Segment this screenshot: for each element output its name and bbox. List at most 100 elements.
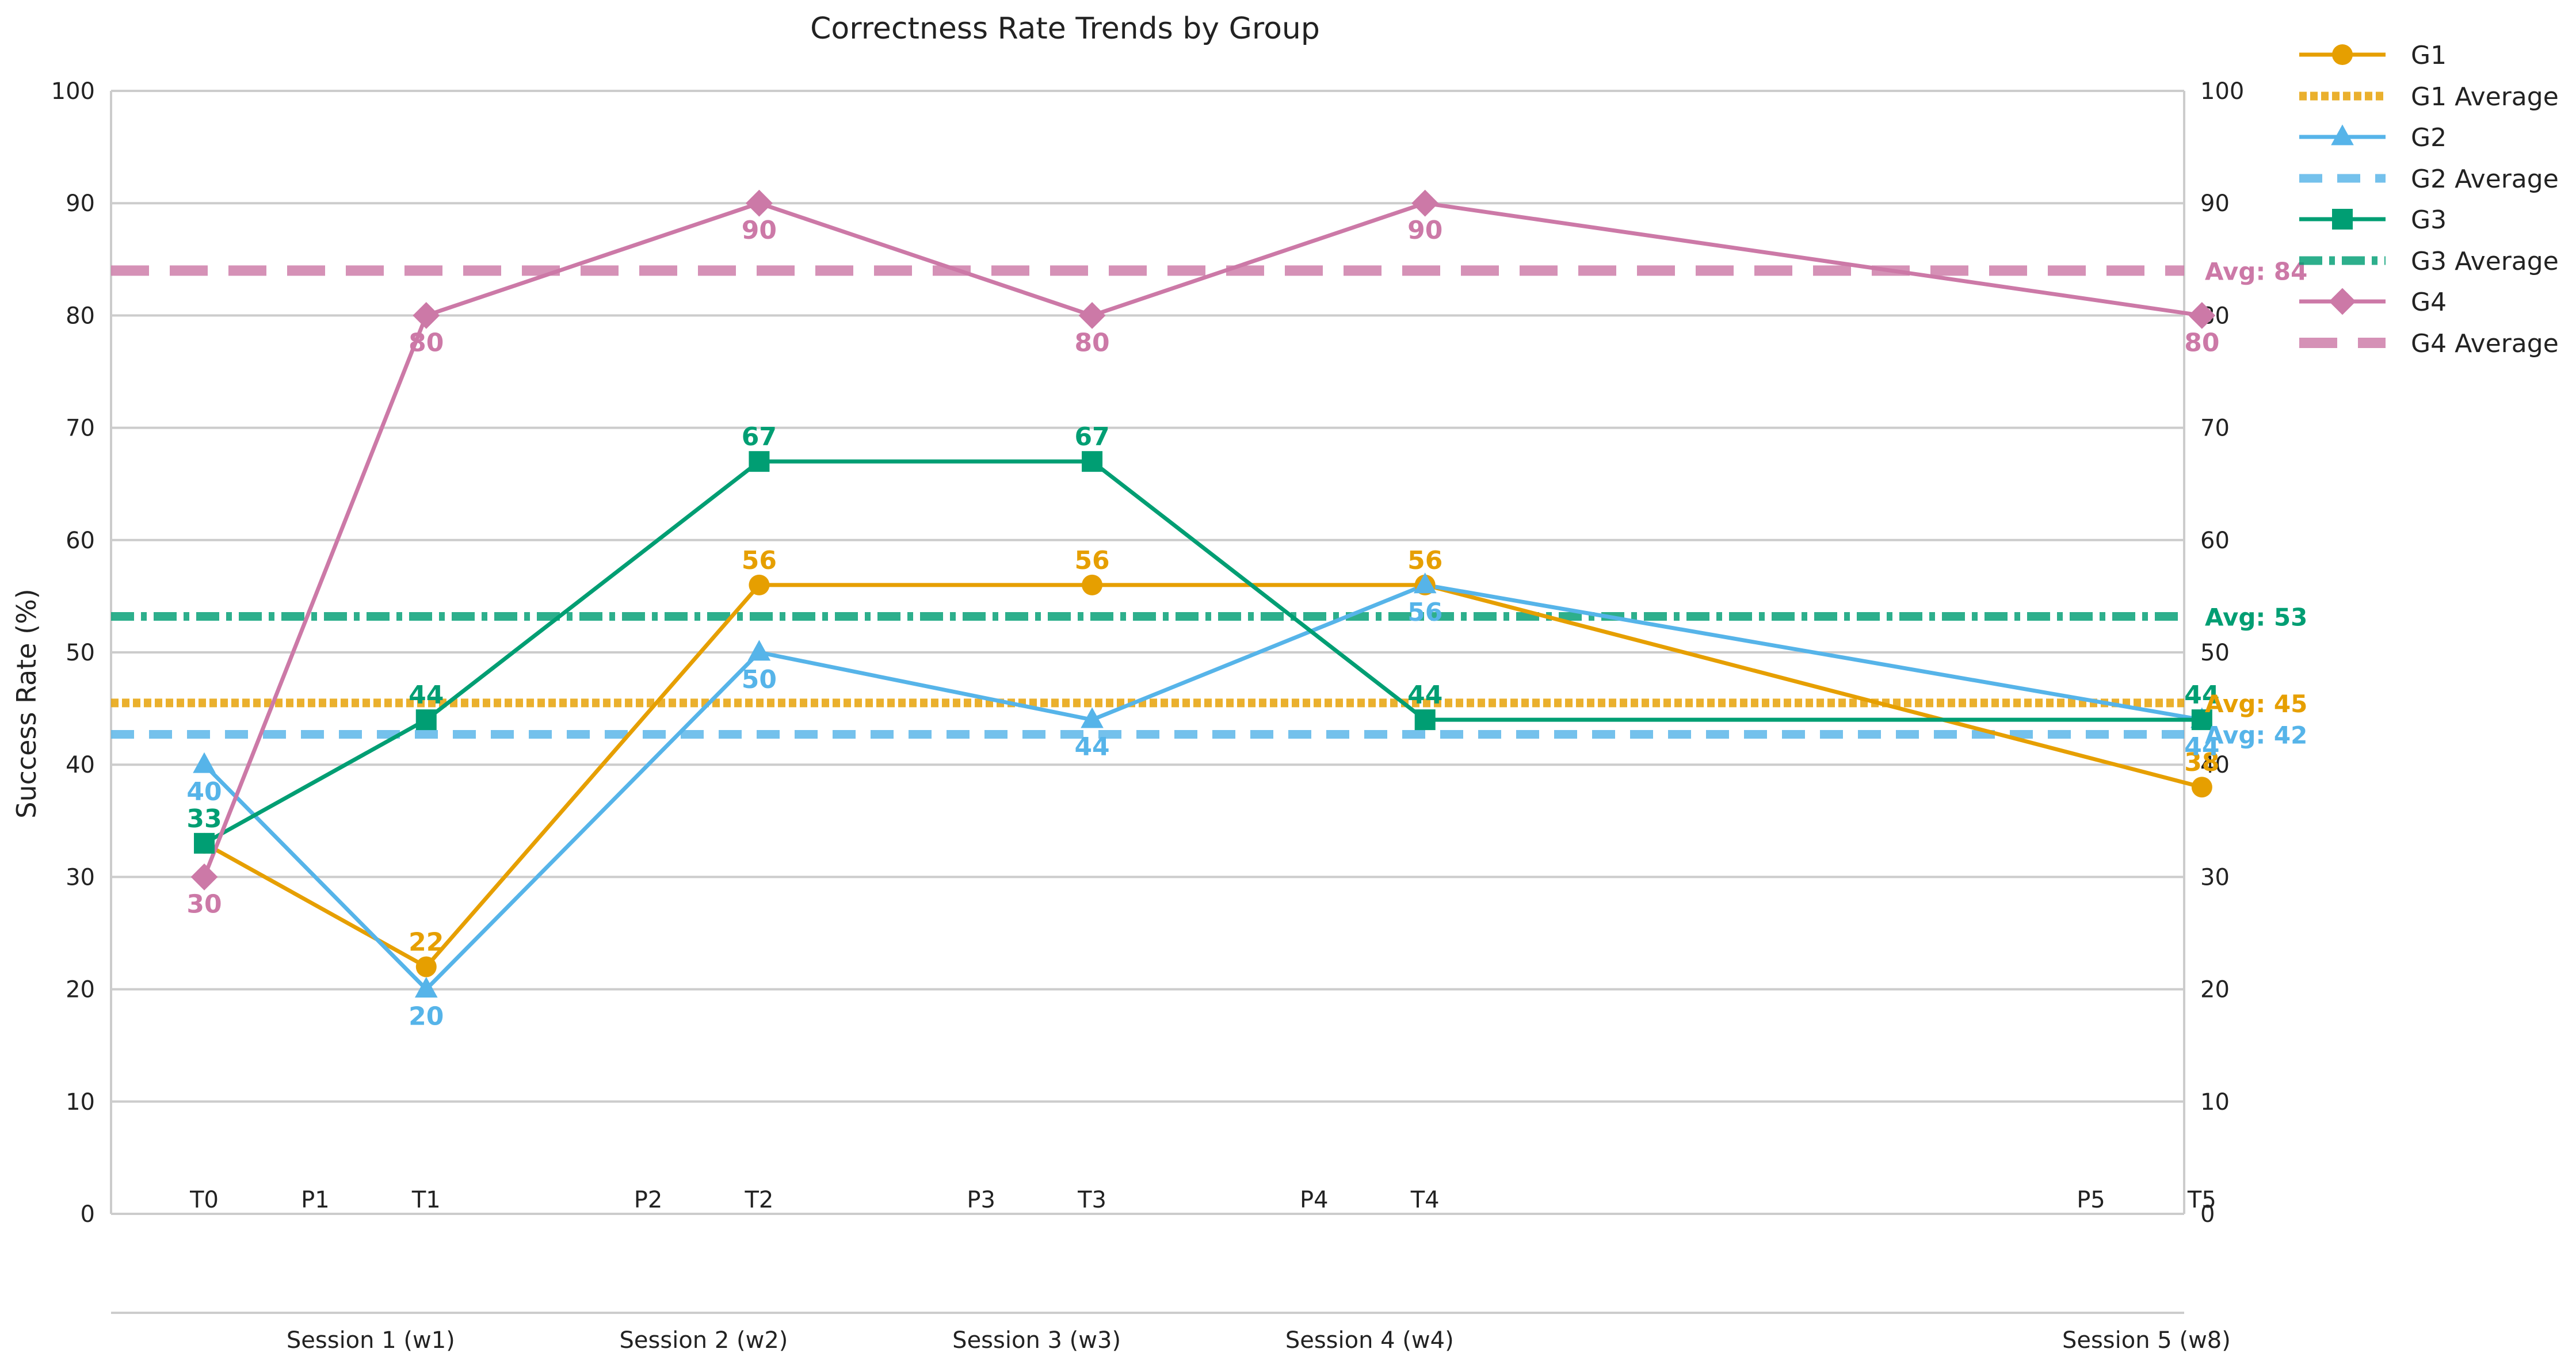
gridlines [111, 90, 2184, 1215]
data-label-g1: 38 [2184, 748, 2219, 777]
x-tick-label: P3 [967, 1187, 995, 1213]
average-lines [111, 265, 2184, 739]
y-tick-label-right: 40 [2200, 752, 2230, 778]
data-point-g3 [2191, 709, 2212, 731]
axes [110, 91, 2185, 1314]
y-tick-label-right: 50 [2200, 640, 2230, 666]
data-label-g2: 44 [2184, 732, 2219, 762]
y-tick-label-right: 70 [2200, 415, 2230, 442]
y-tick-labels-left: 0 10 20 30 40 50 60 70 80 90 100 [51, 78, 95, 1228]
data-point-g1 [1082, 574, 1103, 595]
series-line-g4 [202, 201, 2203, 878]
average-label-g2: Avg: 42 [2205, 721, 2307, 749]
series-markers [190, 189, 2216, 998]
x-tick-label: P2 [634, 1187, 663, 1213]
x-tick-label: T1 [411, 1187, 441, 1213]
data-label-g2: 56 [1407, 598, 1442, 627]
x-tick-labels: T0 P1 T1 P2 T2 P3 T3 P4 T4 P5 T5 [189, 1187, 2216, 1213]
legend: G1 G1 Average G2 G2 Average G3 G3 Average G4 G4… [2299, 41, 2559, 358]
data-point-g3 [415, 709, 437, 731]
data-point-g2 [1081, 707, 1104, 728]
series-lines [202, 201, 2203, 992]
session-label: Session 4 (w4) [1285, 1327, 1454, 1354]
x-tick-label: T5 [2187, 1187, 2216, 1213]
session-label: Session 3 (w3) [952, 1327, 1121, 1354]
average-label-g1: Avg: 45 [2205, 690, 2307, 718]
legend-label-g4-average: G4 Average [2411, 329, 2559, 358]
data-label-g3: 44 [2184, 681, 2219, 710]
data-point-g3 [1082, 451, 1103, 472]
x-tick-label: T2 [744, 1187, 773, 1213]
data-label-g1: 56 [742, 546, 777, 575]
session-labels: Session 1 (w1) Session 2 (w2) Session 3 (w… [287, 1327, 2231, 1354]
y-tick-label-left: 30 [66, 864, 95, 891]
x-tick-label: P4 [1300, 1187, 1329, 1213]
data-point-g2 [193, 752, 216, 773]
x-tick-label: T4 [1410, 1187, 1440, 1213]
y-tick-label-left: 20 [66, 977, 95, 1003]
average-label-g4: Avg: 84 [2205, 257, 2307, 285]
legend-label-g3-average: G3 Average [2411, 247, 2559, 276]
x-tick-label: T0 [189, 1187, 219, 1213]
legend-label-g1: G1 [2411, 41, 2447, 70]
data-point-g2 [414, 977, 438, 998]
average-label-g3: Avg: 53 [2205, 603, 2307, 632]
data-point-g1 [2191, 777, 2212, 798]
data-label-g4: 90 [742, 216, 777, 245]
average-labels: Avg: 45 Avg: 42 Avg: 53 Avg: 84 [2205, 257, 2307, 749]
data-point-g2 [1413, 572, 1437, 594]
legend-marker-g3 [2332, 209, 2353, 230]
data-label-g1: 56 [1407, 546, 1442, 575]
y-tick-label-right: 0 [2200, 1201, 2215, 1228]
data-label-g4: 80 [1074, 328, 1109, 357]
legend-label-g2-average: G2 Average [2411, 165, 2559, 194]
y-tick-label-left: 10 [66, 1089, 95, 1115]
y-tick-label-left: 0 [81, 1201, 95, 1228]
series-line-g1 [203, 583, 2203, 969]
legend-marker-g4 [2329, 288, 2356, 315]
legend-label-g3: G3 [2411, 205, 2447, 235]
y-tick-label-right: 100 [2200, 78, 2244, 105]
y-tick-label-left: 40 [66, 752, 95, 778]
session-label: Session 2 (w2) [620, 1327, 788, 1354]
data-label-g4: 80 [2184, 328, 2219, 357]
chart-title: Correctness Rate Trends by Group [810, 12, 1320, 46]
x-tick-label: T3 [1077, 1187, 1106, 1213]
data-label-g3: 44 [409, 681, 444, 710]
y-tick-label-left: 60 [66, 528, 95, 554]
data-label-g3: 33 [186, 804, 222, 834]
data-label-g2: 44 [1074, 732, 1109, 762]
data-point-g3 [749, 451, 770, 472]
legend-label-g4: G4 [2411, 288, 2447, 317]
y-tick-label-right: 60 [2200, 528, 2230, 554]
y-axis-label: Success Rate (%) [11, 589, 42, 819]
y-tick-label-right: 90 [2200, 190, 2230, 217]
data-label-g3: 67 [742, 422, 777, 452]
session-label: Session 5 (w8) [2062, 1327, 2231, 1354]
data-label-g4: 30 [186, 889, 222, 919]
data-label-g1: 56 [1074, 546, 1109, 575]
y-tick-label-left: 80 [66, 303, 95, 329]
data-label-g2: 40 [186, 777, 222, 807]
data-point-g2 [747, 640, 771, 661]
data-point-g4 [413, 302, 440, 329]
legend-label-g2: G2 [2411, 123, 2447, 152]
data-label-g1: 22 [409, 928, 444, 957]
series-line-g2 [203, 583, 2203, 992]
data-label-g4: 90 [1407, 216, 1442, 245]
y-tick-label-right: 20 [2200, 977, 2230, 1003]
data-point-g3 [194, 832, 215, 854]
legend-marker-g2 [2331, 124, 2354, 146]
data-labels: 22 56 56 56 38 40 20 50 44 56 44 33 44 67 67 44 44 30 80 90… [186, 216, 2219, 1031]
data-point-g4 [2188, 302, 2216, 329]
data-point-g4 [746, 189, 773, 217]
legend-marker-g1 [2332, 44, 2353, 65]
data-point-g1 [749, 574, 770, 595]
y-tick-label-right: 10 [2200, 1089, 2230, 1115]
y-tick-label-right: 30 [2200, 864, 2230, 891]
y-tick-label-left: 50 [66, 640, 95, 666]
data-label-g4: 80 [409, 328, 444, 357]
